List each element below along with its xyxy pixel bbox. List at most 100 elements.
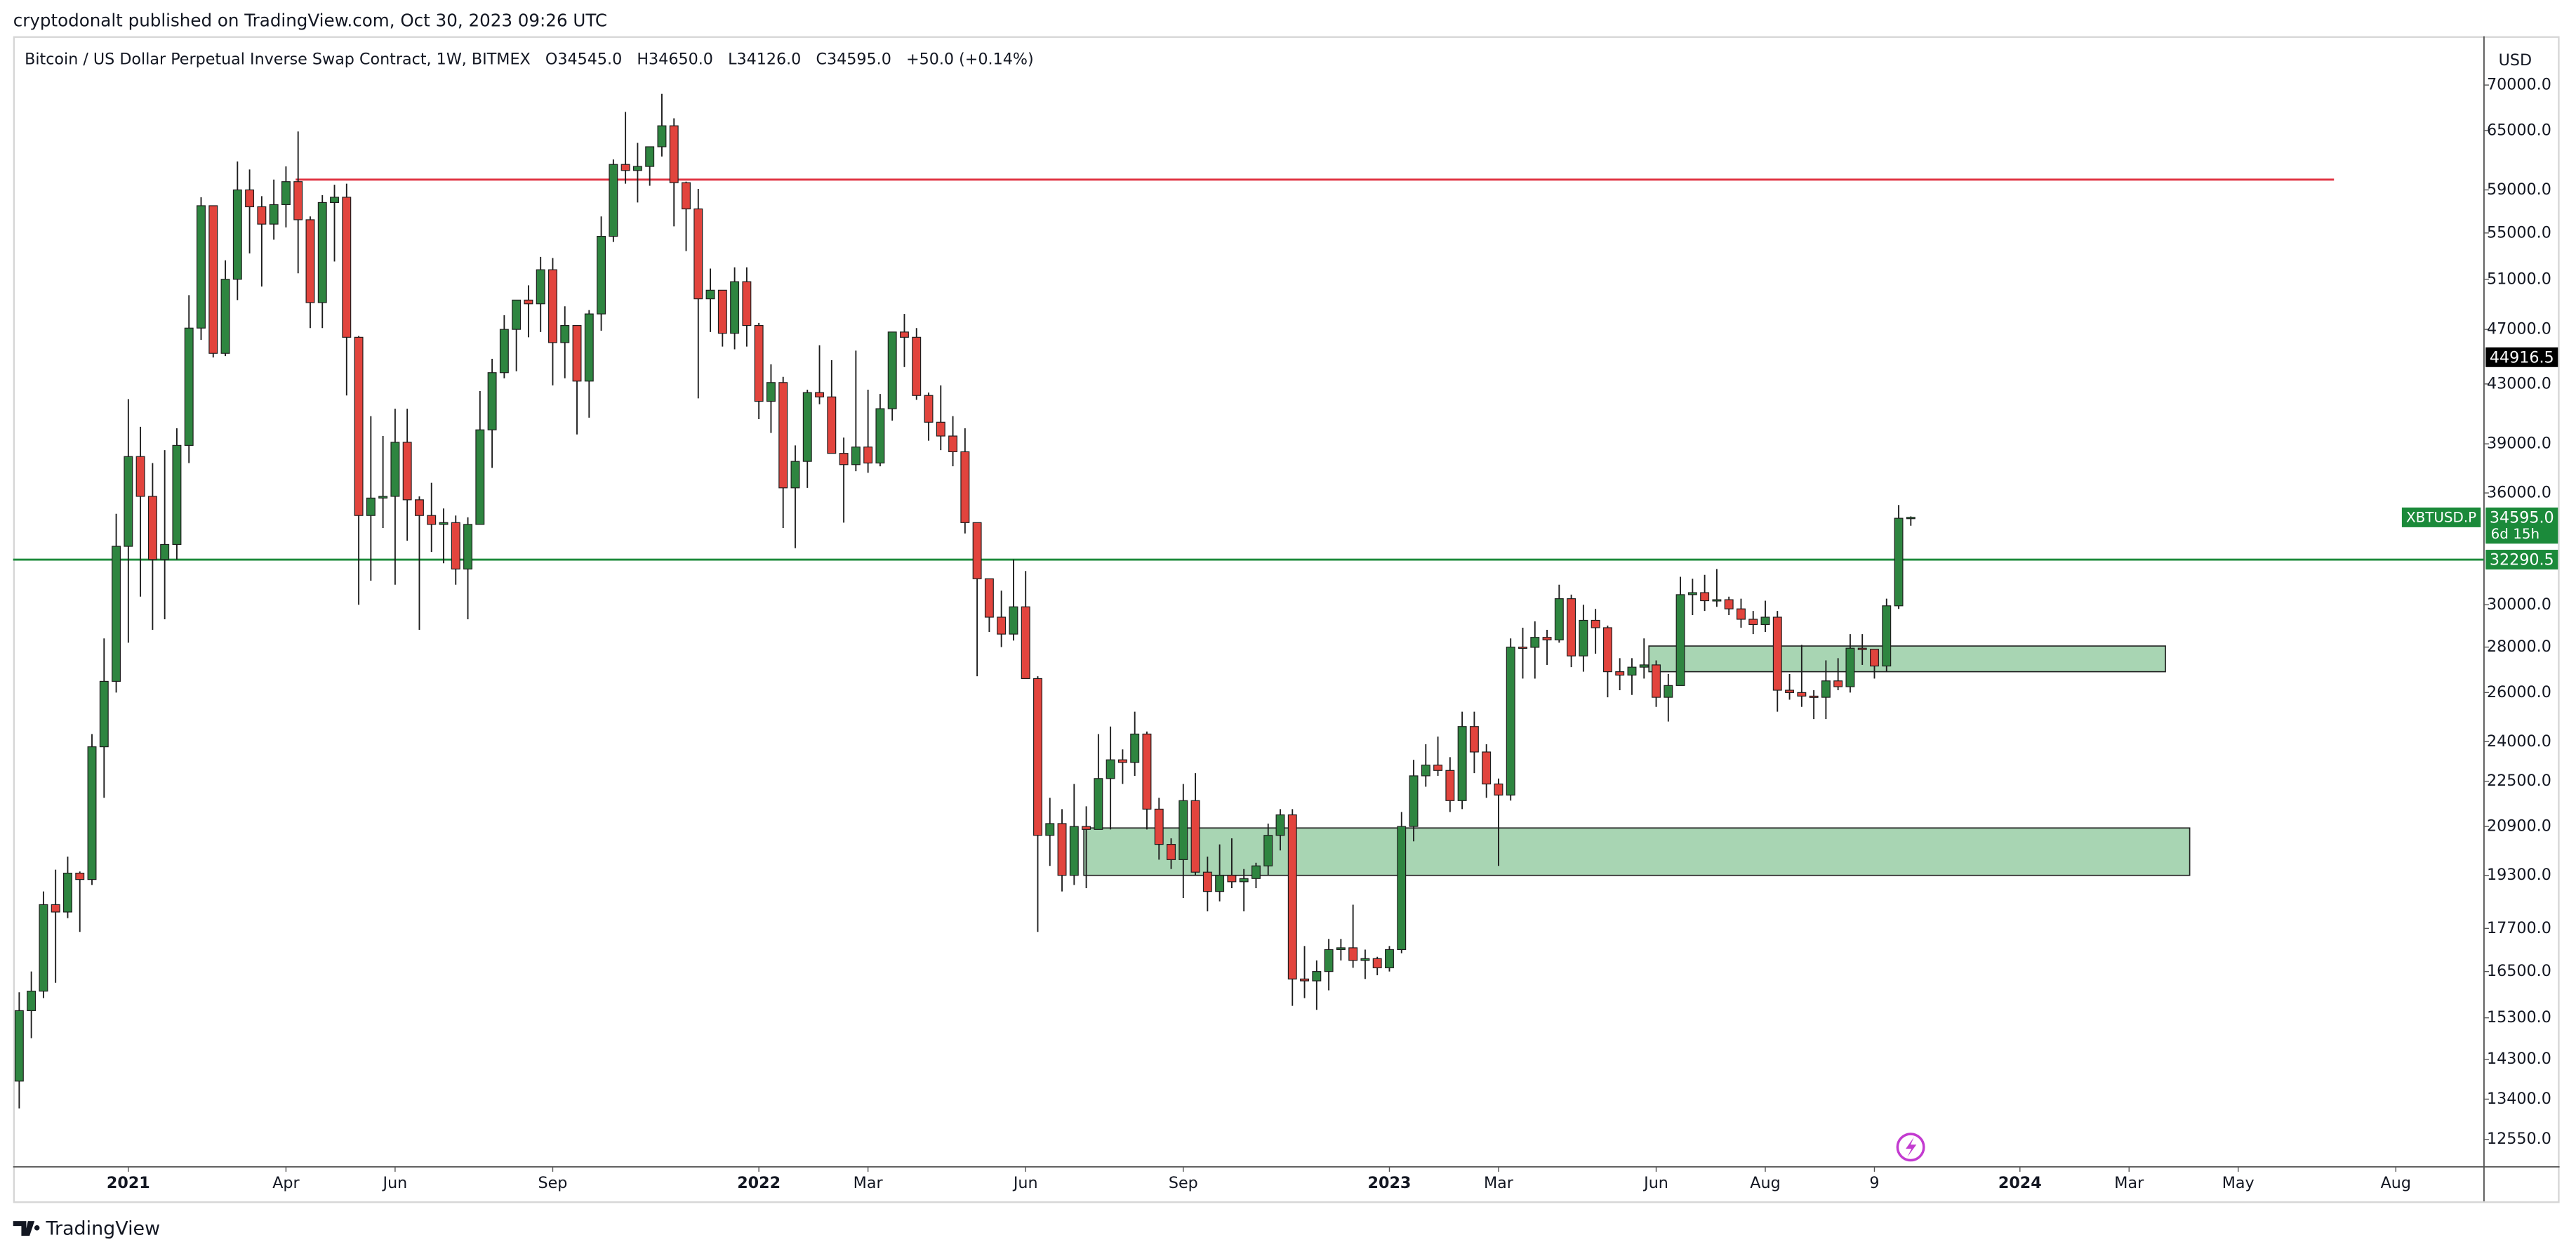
candle-body (1385, 949, 1394, 968)
candle-body (778, 382, 788, 489)
candle-body (1445, 770, 1455, 801)
candle-body (1094, 778, 1103, 830)
candle-body (1069, 826, 1079, 876)
candle-body (936, 421, 945, 437)
y-tick-label: 59000.0 (2487, 180, 2551, 199)
candle-body (717, 289, 727, 334)
candle-body (1639, 664, 1649, 668)
lightning-icon[interactable] (1896, 1133, 1925, 1162)
candle-body (281, 181, 291, 206)
candle-body (693, 208, 703, 300)
candle-body (1675, 594, 1685, 686)
candle-body (1142, 733, 1152, 810)
candle-body (1518, 647, 1527, 649)
y-tick-label: 30000.0 (2487, 595, 2551, 614)
candle-body (524, 299, 533, 305)
candle-body (451, 522, 460, 570)
price-label-box (2485, 347, 2558, 367)
candle-body (1348, 947, 1358, 961)
candle-body (232, 189, 242, 280)
legend: Bitcoin / US Dollar Perpetual Inverse Sw… (25, 50, 1034, 68)
y-tick-label: 12550.0 (2487, 1130, 2551, 1148)
x-tick-label: 2023 (1368, 1174, 1412, 1192)
candle-body (1506, 647, 1515, 796)
y-tick-label: 16500.0 (2487, 962, 2551, 980)
candle-body (1287, 814, 1297, 979)
y-tick-label: 20900.0 (2487, 817, 2551, 836)
candle-body (972, 522, 982, 579)
candle-body (124, 456, 133, 547)
candle-body (257, 206, 267, 225)
y-tick-label: 70000.0 (2487, 76, 2551, 94)
candle-body (1882, 605, 1892, 667)
currency: USD (2499, 51, 2532, 70)
y-tick-label: 65000.0 (2487, 121, 2551, 139)
candle-body (1215, 875, 1225, 892)
candle-body (1687, 592, 1697, 595)
candle-body (1275, 814, 1285, 836)
y-tick-label: 14300.0 (2487, 1050, 2551, 1068)
candle-body (1602, 627, 1612, 673)
candle-body (1772, 616, 1782, 691)
candle-body (1736, 608, 1746, 620)
price-label: 44916.5 (2490, 348, 2554, 367)
candle-body (147, 496, 157, 560)
candle-body (790, 461, 800, 489)
symbol-badge-box (2401, 507, 2481, 527)
candle-body (1167, 843, 1176, 860)
y-tick-label: 47000.0 (2487, 320, 2551, 338)
candle-body (1263, 835, 1273, 866)
candle-body (1652, 664, 1661, 698)
candle-body (645, 146, 655, 167)
legend-close: C34595.0 (816, 50, 891, 68)
pane-frame (13, 36, 2560, 1203)
candle-body (354, 336, 364, 516)
candle-body (705, 289, 715, 300)
candle-body (1845, 647, 1855, 687)
candle-body (475, 429, 485, 525)
candle-body (1421, 765, 1430, 777)
candle-body (1433, 765, 1443, 771)
candle-body (620, 164, 630, 171)
x-tick-label: Mar (854, 1174, 884, 1192)
candle-body (984, 578, 994, 618)
candle-body (1748, 619, 1758, 626)
candle-body (160, 543, 170, 560)
zone (1083, 827, 2191, 876)
candle-body (863, 447, 873, 464)
symbol-badge: XBTUSD.P (2406, 510, 2476, 526)
level-label: 32290.5 (2490, 551, 2554, 569)
candle-body (572, 324, 582, 382)
candle-body (305, 219, 315, 303)
candle-body (924, 395, 934, 423)
candle-body (75, 872, 85, 880)
y-tick-label: 43000.0 (2487, 374, 2551, 392)
candle-body (439, 522, 449, 525)
candle-body (887, 331, 897, 409)
candle-body (1894, 517, 1904, 607)
candle-body (1760, 616, 1770, 626)
candle-body (39, 904, 48, 992)
candle-body (1857, 647, 1867, 650)
candle-body (402, 442, 412, 501)
candle-body (14, 1010, 24, 1082)
candle-body (900, 331, 909, 338)
candle-body (754, 324, 764, 402)
candle-body (269, 204, 279, 225)
candle-body (1469, 726, 1479, 753)
candle-body (742, 281, 752, 326)
candle-body (839, 453, 849, 466)
candle-body (1106, 759, 1115, 779)
candle-body (1724, 599, 1734, 609)
x-tick-label: Jun (1012, 1174, 1038, 1192)
x-tick-label: Apr (272, 1174, 300, 1192)
candle-body (1021, 606, 1030, 680)
legend-low: L34126.0 (728, 50, 801, 68)
candle-body (1664, 685, 1673, 698)
candle-body (1821, 680, 1831, 698)
x-tick-label: 2022 (737, 1174, 781, 1192)
candle-body (220, 279, 230, 354)
candle-body (1542, 637, 1552, 640)
candle-body (135, 456, 145, 497)
x-tick-label: May (2222, 1174, 2255, 1192)
